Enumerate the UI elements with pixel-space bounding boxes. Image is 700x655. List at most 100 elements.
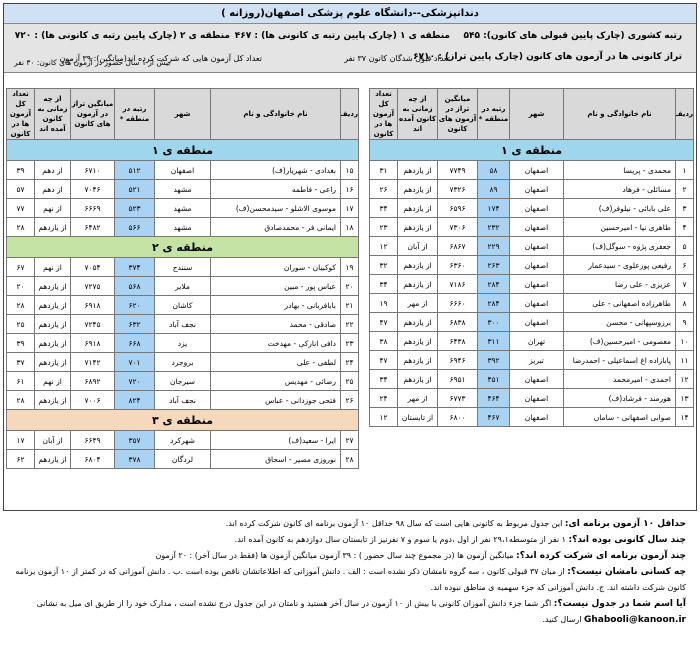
cell-level: ۷۰۴۶	[70, 179, 115, 199]
table-row: ۴ طاهری نیا - امیرحسین اصفهان ۲۳۲ ۷۳۰۶ از یاز…	[369, 217, 694, 237]
cell-name: پابازاده اغ اسماعیلی - احمدرضا	[563, 350, 676, 370]
accepted-count: تعداد قبول شدگان کانون ۳۷ نفر	[344, 54, 450, 63]
cell-count: ۳۸	[369, 331, 398, 351]
cell-rank: ۵۲۱	[114, 179, 155, 199]
cell-since: از یازدهم	[34, 295, 71, 315]
cell-level: ۶۷۱۰	[70, 160, 115, 180]
cell-since: از یازدهم	[397, 255, 438, 275]
cell-since: از آبان	[34, 430, 71, 450]
cell-city: کاشان	[154, 295, 211, 315]
col-rank: رتبه در منطقه *	[477, 88, 510, 140]
cell-rank: ۸۹	[477, 179, 510, 199]
cell-name: هورمند - فرشاد(ف)	[563, 388, 676, 408]
cell-since: از یازدهم	[397, 274, 438, 294]
cell-name: احمدی - امیرمحمد	[563, 369, 676, 389]
col-level: میانگین تراز در آزمون های کانون	[70, 88, 115, 140]
cell-since: از یازدهم	[397, 179, 438, 199]
national-rank: رتبه کشوری (چارک پایین قبولی های کانون):…	[463, 31, 682, 41]
cell-level: ۶۸۹۲	[70, 371, 115, 391]
region2-rank: منطقه ی ۲ (چارک پایین رتبه ی کانونی ها) …	[14, 31, 230, 41]
table-row: ۷ عزیزی - علی رضا اصفهان ۲۸۴ ۷۱۸۶ از یازدهم ۳۴	[369, 274, 694, 294]
cell-rank: ۴۵۱	[477, 369, 510, 389]
cell-count: ۳۴	[369, 369, 398, 389]
email-link[interactable]: Ghabooli@kanoon.ir	[583, 615, 686, 625]
page-title: دندانپزشکی--دانشگاه علوم پزشکی اصفهان(رو…	[4, 4, 696, 24]
cell-level: ۶۶۴۹	[70, 430, 115, 450]
cell-level: ۶۳۶۰	[437, 255, 478, 275]
cell-n: ۲۱	[340, 295, 359, 315]
cell-level: ۷۱۸۶	[437, 274, 478, 294]
cell-n: ۱۹	[340, 257, 359, 277]
cell-name: رفیعی پورعلوی - سیدعمار	[563, 255, 676, 275]
cell-rank: ۳۵۷	[114, 430, 155, 450]
cell-name: رضائی - مهدیس	[210, 371, 341, 391]
cell-since: از یازدهم	[34, 333, 71, 353]
cell-n: ۲۷	[340, 430, 359, 450]
table-row: ۲۰ عباس پور - مبین ملایر ۵۶۸ ۷۲۷۵ از یازدهم ۲۰	[6, 276, 359, 296]
cell-rank: ۵۲۳	[114, 198, 155, 218]
table-row: ۱۱ پابازاده اغ اسماعیلی - احمدرضا تبریز ۳۹۲…	[369, 350, 694, 370]
cell-level: ۶۶۶۰	[437, 293, 478, 313]
col-row: ردیف	[675, 88, 694, 140]
col-level: میانگین تراز در آزمون های کانون	[437, 88, 478, 140]
cell-n: ۳	[675, 198, 694, 218]
cell-n: ۱۸	[340, 217, 359, 237]
cell-rank: ۴۶۴	[477, 388, 510, 408]
table-row: ۲۵ رضائی - مهدیس سیرجان ۷۲۰ ۶۸۹۲ از نهم ۶۱	[6, 371, 359, 391]
cell-n: ۹	[675, 312, 694, 332]
cell-city: اصفهان	[509, 198, 564, 218]
cell-since: از یازدهم	[397, 217, 438, 237]
table-row: ۶ رفیعی پورعلوی - سیدعمار اصفهان ۲۶۳ ۶۳۶۰ از …	[369, 255, 694, 275]
cell-count: ۲۸	[6, 217, 35, 237]
cell-city: تبریز	[509, 350, 564, 370]
cell-since: از آبان	[397, 236, 438, 256]
cell-count: ۲۸	[6, 390, 35, 410]
cell-count: ۶۷	[6, 257, 35, 277]
cell-rank: ۲۳۲	[477, 217, 510, 237]
table-row: ۲ مسائلی - فرهاد اصفهان ۸۹ ۷۳۲۶ از یازدهم ۲۶	[369, 179, 694, 199]
cell-since: از یازدهم	[34, 314, 71, 334]
region-header-1: منطقه ی ۱	[369, 139, 694, 161]
col-count: تعداد کل آزمون ها در کانون	[6, 88, 35, 140]
cell-since: از یازدهم	[34, 449, 71, 469]
cell-rank: ۵۱۲	[114, 160, 155, 180]
col-since: از چه زمانی به کانون آمده اند	[397, 88, 438, 140]
cell-level: ۶۶۶۹	[70, 198, 115, 218]
cell-city: اصفهان	[509, 293, 564, 313]
cell-rank: ۵۶۶	[114, 217, 155, 237]
cell-level: ۶۸۳۸	[437, 312, 478, 332]
table-row: ۱۹ کوکبیان - سوران سنندج ۳۷۴ ۷۰۵۴ از نهم ۶۷	[6, 257, 359, 277]
cell-count: ۱۲	[369, 236, 398, 256]
note-missing-cont: کانون شرکت داشته اند. ج. دانش آموزانی که…	[430, 583, 686, 592]
cell-count: ۳۷	[6, 352, 35, 372]
cell-name: نوروزی مصیر - اسحاق	[210, 449, 341, 469]
table-row: ۱ محمدی - پریسا اصفهان ۵۸ ۷۷۴۹ از یازدهم ۳۱	[369, 160, 694, 180]
cell-name: لطفی - علی	[210, 352, 341, 372]
note-missing: چه کسانی نامشان نیست؟: از میان ۳۷ قبولی …	[14, 567, 686, 577]
cell-rank: ۴۶۷	[477, 407, 510, 427]
cell-since: از یازدهم	[34, 352, 71, 372]
cell-n: ۱۱	[675, 350, 694, 370]
cell-level: ۶۸۰۴	[70, 449, 115, 469]
cell-rank: ۳۷۴	[114, 257, 155, 277]
table-row: ۱۸ ایمانی فر - محمدصادق مشهد ۵۶۶ ۶۴۸۲ از یازد…	[6, 217, 359, 237]
cell-city: شهرکرد	[154, 430, 211, 450]
table-row: ۲۱ بابافربانی - بهادر کاشان ۶۲۰ ۶۹۱۸ از یازده…	[6, 295, 359, 315]
cell-city: مشهد	[154, 198, 211, 218]
cell-count: ۴۷	[369, 312, 398, 332]
cell-rank: ۵۶۸	[114, 276, 155, 296]
cell-count: ۴۷	[369, 350, 398, 370]
cell-count: ۵۷	[6, 179, 35, 199]
cell-n: ۲۲	[340, 314, 359, 334]
cell-count: ۶۱	[6, 371, 35, 391]
cell-count: ۱۲	[369, 407, 398, 427]
table-row: ۳ علی بابائی - نیلوفر(ف) اصفهان ۱۷۴ ۶۵۹۶ از ی…	[369, 198, 694, 218]
right-results-table: ردیف نام خانوادگی و نام شهر رتبه در منطق…	[369, 88, 694, 427]
col-count: تعداد کل آزمون ها در کانون	[369, 88, 398, 140]
cell-count: ۲۸	[6, 295, 35, 315]
notes-section: حداقل ۱۰ آزمون برنامه ای: این جدول مربوط…	[0, 516, 700, 628]
cell-rank: ۶۶۸	[114, 333, 155, 353]
cell-rank: ۷۰۱	[114, 352, 155, 372]
table-row: ۸ طاهرزاده اصفهانی - علی اصفهان ۲۸۴ ۶۶۶۰ از م…	[369, 293, 694, 313]
cell-since: از یازدهم	[397, 369, 438, 389]
